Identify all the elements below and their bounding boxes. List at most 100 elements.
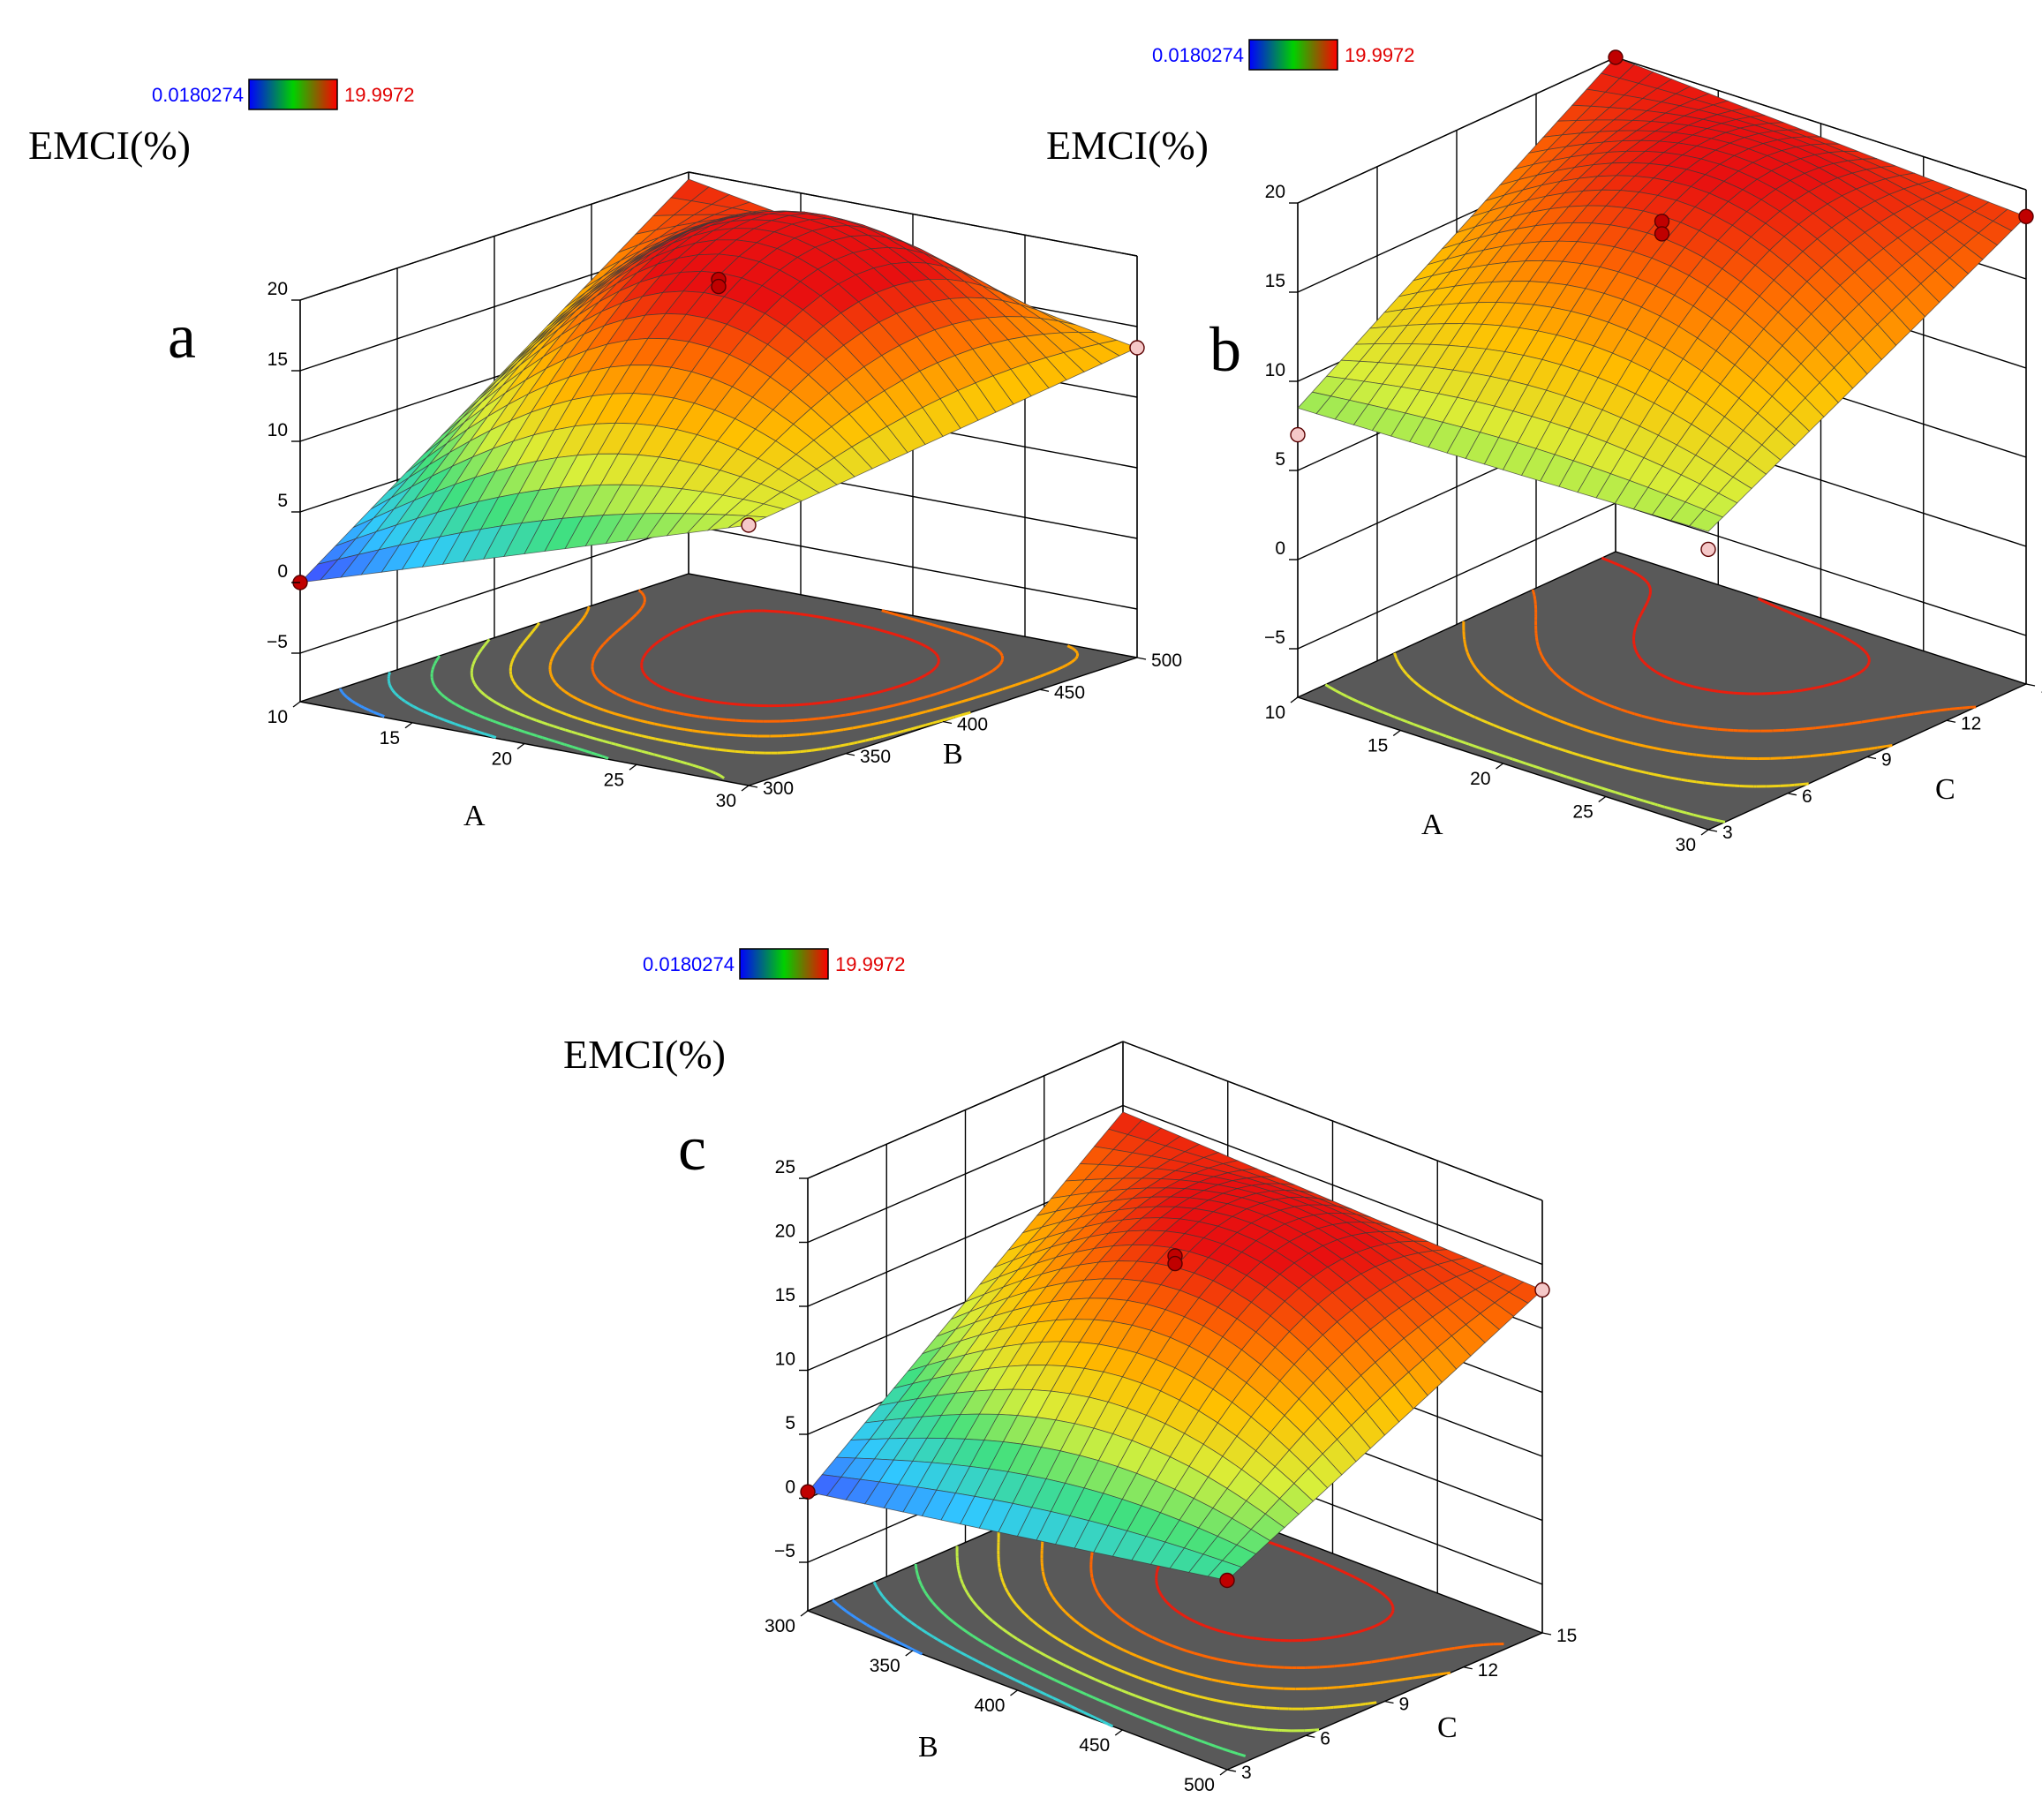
contour-segment [1304, 1728, 1315, 1733]
contour-segment [607, 635, 613, 640]
contour-segment [548, 723, 554, 728]
contour-segment [1144, 1679, 1154, 1684]
contour-segment [845, 1610, 852, 1615]
contour-segment [647, 720, 655, 726]
contour-segment [1082, 1626, 1090, 1632]
contour-segment [1505, 728, 1513, 734]
y-tick-label: 6 [1802, 786, 1812, 807]
contour-segment [518, 728, 525, 733]
contour-segment [1194, 1674, 1204, 1680]
contour-segment [571, 715, 578, 720]
contour-segment [988, 1644, 996, 1651]
contour-segment [471, 660, 477, 665]
contour-segment [1004, 1586, 1009, 1593]
contour-segment [700, 730, 710, 734]
contour-segment [1091, 1656, 1099, 1662]
contour-segment [1333, 1705, 1343, 1709]
contour-segment [1560, 719, 1568, 726]
contour-segment [542, 736, 549, 741]
contour-segment [480, 691, 486, 696]
contour-segment [1274, 1543, 1283, 1548]
contour-segment [1793, 613, 1801, 619]
contour-segment [545, 704, 552, 710]
contour-segment [1636, 573, 1641, 577]
contour-segment [1405, 673, 1408, 676]
contour-segment [577, 620, 583, 625]
x-tick-mark [1598, 795, 1607, 803]
contour-segment [1532, 590, 1536, 595]
x-tick-mark [404, 722, 413, 729]
contour-segment [637, 607, 643, 613]
contour-segment [1782, 756, 1793, 760]
contour-segment [894, 1639, 903, 1645]
contour-segment [629, 698, 633, 703]
contour-segment [1114, 1686, 1123, 1692]
contour-segment [1051, 1657, 1059, 1663]
contour-segment [1250, 1636, 1255, 1640]
contour-segment [1445, 734, 1453, 741]
contour-segment [581, 700, 588, 705]
contour-segment [651, 643, 656, 649]
contour-segment [662, 708, 670, 713]
response-surface [298, 178, 1139, 583]
contour-segment [1763, 599, 1771, 605]
contour-segment [908, 699, 913, 703]
contour-segment [1494, 686, 1501, 692]
contour-segment [1695, 780, 1705, 785]
contour-segment [984, 1664, 991, 1669]
contour-segment [1044, 1581, 1049, 1587]
contour-segment [1844, 722, 1854, 726]
contour-segment [898, 682, 906, 688]
contour-segment [433, 683, 437, 688]
contour-segment [484, 642, 488, 646]
contour-segment [621, 714, 629, 719]
contour-segment [1229, 1749, 1239, 1756]
contour-segment [558, 643, 563, 648]
contour-segment [878, 1590, 884, 1597]
contour-segment [692, 729, 702, 733]
contour-segment [1057, 1637, 1064, 1643]
contour-segment [971, 1635, 979, 1641]
contour-segment [1128, 1623, 1136, 1629]
contour-segment [1637, 616, 1641, 622]
contour-segment [1553, 717, 1562, 723]
contour-segment [1687, 752, 1693, 756]
contour-segment [1841, 749, 1851, 755]
contour-segment [1127, 1691, 1136, 1697]
contour-segment [637, 701, 644, 706]
contour-segment [601, 683, 606, 688]
contour-segment [948, 1644, 956, 1651]
contour-segment [530, 733, 538, 738]
panel-label: c [678, 1113, 706, 1184]
contour-segment [1074, 655, 1079, 659]
contour-segment [668, 688, 673, 693]
contour-segment [1172, 1644, 1180, 1650]
contour-segment [1211, 1627, 1220, 1633]
contour-segment [1047, 1675, 1056, 1681]
contour-segment [900, 1643, 908, 1649]
contour-segment [1815, 726, 1826, 730]
contour-segment [843, 697, 848, 702]
contour-segment [557, 645, 561, 649]
colorbar-max-label: 19.9972 [835, 953, 906, 975]
contour-segment [1810, 686, 1819, 690]
gridline [1297, 502, 1616, 650]
contour-segment [667, 756, 674, 762]
surface-plot-a: 0.0180274 19.9972 EMCI(%) a 10 15 20 25 30 300 350… [0, 0, 1182, 874]
contour-segment [1105, 1702, 1113, 1707]
contour-segment [541, 721, 548, 726]
contour-segment [1244, 1703, 1252, 1708]
contour-segment [1685, 683, 1694, 688]
contour-segment [1021, 1609, 1026, 1614]
contour-segment [1511, 757, 1520, 763]
contour-segment [1062, 1663, 1066, 1667]
design-point [1129, 340, 1145, 356]
contour-segment [822, 730, 831, 734]
contour-segment [1541, 712, 1548, 718]
contour-segment [931, 1635, 935, 1639]
x-tick-label: 15 [380, 728, 400, 748]
contour-segment [1111, 1704, 1120, 1711]
contour-segment [1552, 671, 1558, 676]
contour-segment [1728, 691, 1734, 695]
contour-segment [1465, 741, 1470, 746]
